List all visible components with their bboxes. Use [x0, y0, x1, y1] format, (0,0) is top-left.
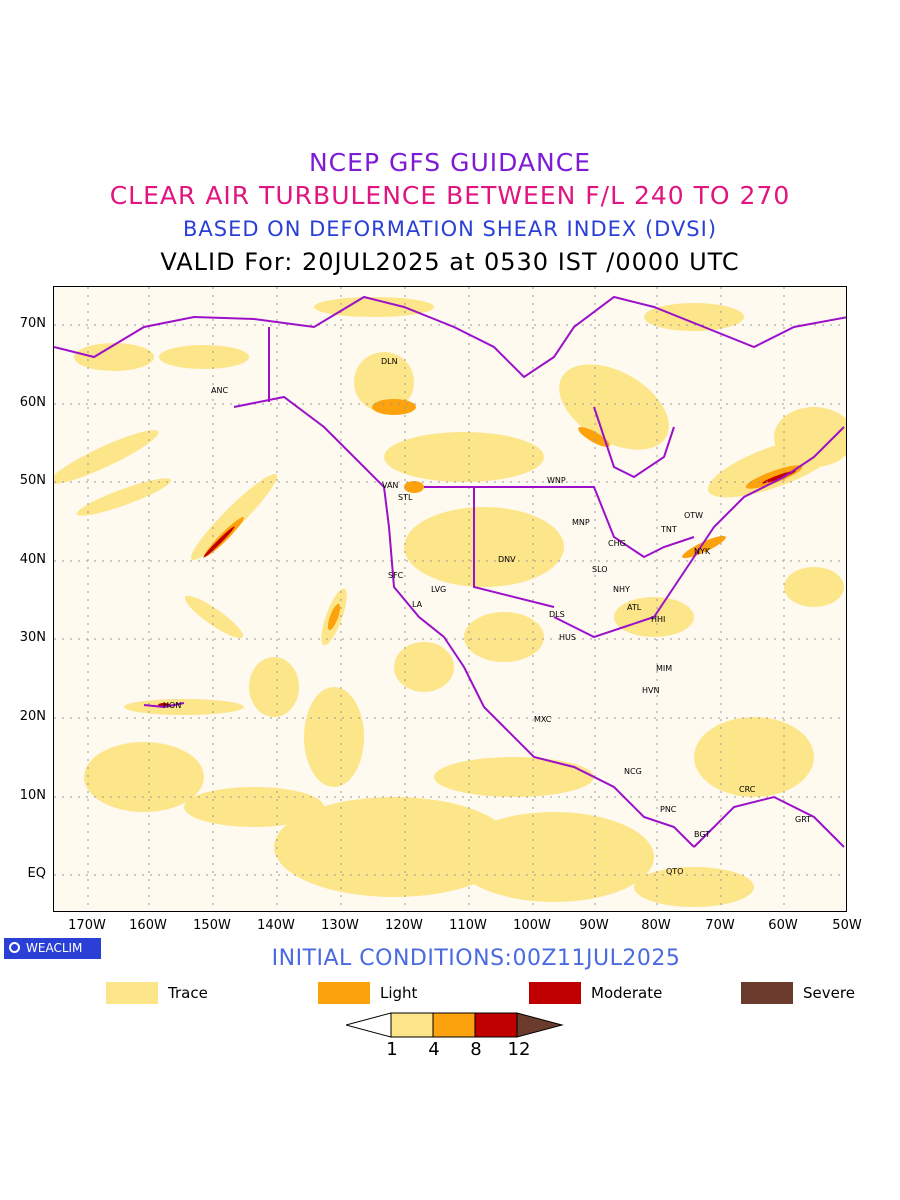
- colorbar-segment-8-12: [474, 1012, 518, 1038]
- city-label: DLS: [549, 610, 565, 619]
- city-label: HVN: [642, 686, 660, 695]
- city-label: NHY: [613, 585, 630, 594]
- legend-label-severe: Severe: [803, 984, 855, 1002]
- city-label: LA: [412, 600, 423, 609]
- city-label: TNT: [661, 525, 677, 534]
- lon-label: 120W: [385, 918, 423, 933]
- colorbar-segment-below: [346, 1012, 392, 1038]
- city-label: GRT: [795, 815, 812, 824]
- city-label: DLN: [381, 357, 398, 366]
- city-label: PNC: [660, 805, 677, 814]
- colorbar-label-8: 8: [470, 1039, 482, 1060]
- city-label: HUS: [559, 633, 576, 642]
- legend-swatch-trace: [106, 982, 158, 1004]
- city-label: MIM: [656, 664, 673, 673]
- city-label: HON: [163, 701, 182, 710]
- colorbar-label-1: 1: [386, 1039, 398, 1060]
- city-label: NCG: [624, 767, 642, 776]
- city-label: WNP: [547, 476, 566, 485]
- circle-logo-icon: [9, 942, 20, 953]
- lon-label: 140W: [257, 918, 295, 933]
- lat-label: 20N: [19, 709, 46, 724]
- lon-label: 70W: [705, 918, 735, 933]
- coastlines-and-borders: [54, 295, 846, 848]
- title-line-3: BASED ON DEFORMATION SHEAR INDEX (DVSI): [182, 217, 718, 241]
- colorbar-segment-1-4: [390, 1012, 434, 1038]
- city-label: SLO: [592, 565, 608, 574]
- lat-label: 10N: [19, 788, 46, 803]
- turbulence-map: [54, 287, 846, 911]
- city-label: SFC: [388, 571, 404, 580]
- city-label: CHG: [608, 539, 626, 548]
- city-label: STL: [398, 493, 413, 502]
- legend-label-trace: Trace: [168, 984, 208, 1002]
- badge-label: WEACLIM: [26, 941, 83, 955]
- map-panel: DLN ANC WNP VAN STL MNP OTW TNT CHG NYK DNV SFC LVG S…: [53, 286, 847, 912]
- city-label: HHI: [651, 615, 666, 624]
- lat-label: 40N: [19, 552, 46, 567]
- lon-label: 100W: [513, 918, 551, 933]
- city-label: ATL: [627, 603, 642, 612]
- legend-swatch-moderate: [529, 982, 581, 1004]
- city-label: MXC: [534, 715, 552, 724]
- lat-label: 30N: [19, 630, 46, 645]
- city-label: CRC: [739, 785, 756, 794]
- lat-label: 60N: [19, 395, 46, 410]
- lat-label: 50N: [19, 473, 46, 488]
- colorbar-segment-4-8: [432, 1012, 476, 1038]
- lon-label: 150W: [193, 918, 231, 933]
- colorbar: [346, 1012, 564, 1038]
- colorbar-segment-above: [516, 1012, 564, 1038]
- city-label: DNV: [498, 555, 516, 564]
- weaclim-badge[interactable]: WEACLIM: [4, 938, 101, 959]
- city-label: NYK: [694, 547, 711, 556]
- lon-label: 90W: [579, 918, 609, 933]
- title-line-2: CLEAR AIR TURBULENCE BETWEEN F/L 240 TO …: [109, 181, 791, 210]
- initial-conditions-label: INITIAL CONDITIONS:00Z11JUL2025: [271, 946, 681, 971]
- city-label: BGT: [694, 830, 711, 839]
- city-label: MNP: [572, 518, 590, 527]
- lon-label: 130W: [321, 918, 359, 933]
- lon-label: 50W: [832, 918, 862, 933]
- colorbar-label-12: 12: [507, 1039, 531, 1060]
- city-label: LVG: [431, 585, 447, 594]
- city-label: VAN: [382, 481, 399, 490]
- lon-label: 60W: [768, 918, 798, 933]
- title-valid-time: VALID For: 20JUL2025 at 0530 IST /0000 U…: [160, 248, 740, 276]
- lat-label: 70N: [19, 316, 46, 331]
- city-label: OTW: [684, 511, 704, 520]
- city-label: ANC: [211, 386, 229, 395]
- lon-label: 160W: [129, 918, 167, 933]
- lon-label: 170W: [68, 918, 106, 933]
- lon-label: 110W: [449, 918, 487, 933]
- lon-label: 80W: [641, 918, 671, 933]
- turbulence-trace-areas: [54, 297, 846, 907]
- legend-swatch-light: [318, 982, 370, 1004]
- legend-label-light: Light: [380, 984, 418, 1002]
- legend-label-moderate: Moderate: [591, 984, 663, 1002]
- title-line-1: NCEP GFS GUIDANCE: [308, 148, 591, 177]
- colorbar-label-4: 4: [428, 1039, 440, 1060]
- legend-swatch-severe: [741, 982, 793, 1004]
- city-label: QTO: [666, 867, 684, 876]
- lat-label: EQ: [27, 866, 46, 881]
